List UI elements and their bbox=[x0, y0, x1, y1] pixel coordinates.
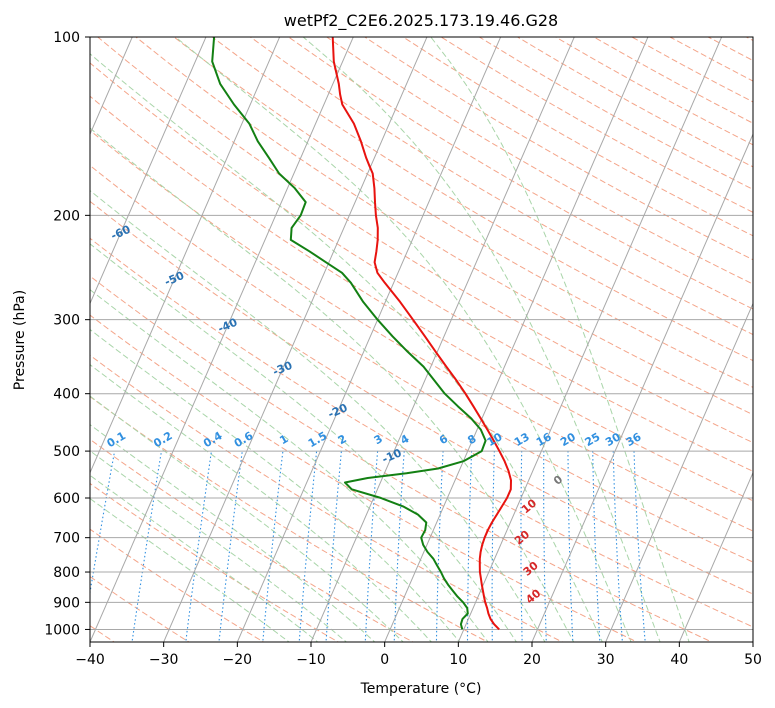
dry-adiabat-line bbox=[90, 95, 753, 502]
mixing-ratio-line bbox=[520, 451, 523, 642]
isotherm-line bbox=[310, 37, 575, 642]
y-tick-label: 700 bbox=[53, 531, 80, 547]
isotherm-line bbox=[678, 471, 753, 642]
x-axis-label: Temperature (°C) bbox=[360, 681, 482, 697]
moist-adiabat-line bbox=[90, 364, 433, 642]
mixing-ratio-lines bbox=[90, 451, 646, 642]
mixing-ratio-line bbox=[466, 451, 473, 642]
x-tick-label: 30 bbox=[597, 652, 615, 668]
x-tick-label: 20 bbox=[523, 652, 541, 668]
mixing-ratio-line bbox=[567, 451, 574, 642]
y-tick-label: 400 bbox=[53, 387, 80, 403]
pressure-gridlines bbox=[90, 37, 753, 630]
y-axis-label: Pressure (hPa) bbox=[12, 290, 28, 390]
dry-adiabat-line bbox=[325, 37, 753, 285]
y-axis-ticks: 100 200 300 400 500 600 700 800 900 1000 bbox=[44, 30, 90, 638]
dry-adiabat-line bbox=[90, 129, 753, 532]
x-tick-label: 10 bbox=[449, 652, 467, 668]
x-tick-label: 50 bbox=[744, 652, 762, 668]
temperature-profile-line bbox=[331, 37, 512, 631]
x-tick-label: 40 bbox=[670, 652, 688, 668]
y-tick-label: 1000 bbox=[44, 622, 80, 638]
mixing-ratio-line bbox=[592, 451, 601, 642]
y-tick-label: 100 bbox=[53, 30, 80, 46]
moist-adiabat-line bbox=[90, 395, 404, 642]
dry-adiabat-line bbox=[90, 62, 753, 472]
isotherm-line bbox=[605, 302, 753, 642]
dry-adiabat-line bbox=[90, 396, 489, 642]
y-tick-label: 800 bbox=[53, 565, 80, 581]
chart-title: wetPf2_C2E6.2025.173.19.46.G28 bbox=[284, 11, 558, 31]
isotherm-line bbox=[531, 132, 753, 642]
dry-adiabat-line bbox=[90, 314, 639, 642]
mixing-ratio-line bbox=[612, 451, 623, 642]
moist-adiabat-line bbox=[90, 328, 461, 642]
dry-adiabat-line bbox=[211, 37, 753, 362]
isotherm-line bbox=[163, 37, 428, 642]
isotherm-line bbox=[90, 37, 207, 305]
dry-adiabat-line bbox=[90, 164, 753, 563]
dry-adiabat-line bbox=[135, 37, 753, 416]
x-axis-ticks: −40 −30 −20 −10 0 10 20 30 40 50 bbox=[75, 642, 762, 668]
dry-adiabat-line bbox=[90, 275, 713, 642]
isotherm-line bbox=[90, 37, 133, 136]
moist-adiabat-line bbox=[90, 243, 518, 642]
isotherm-line bbox=[236, 37, 502, 642]
moist-adiabat-line bbox=[90, 474, 319, 642]
moist-adiabat-line bbox=[90, 424, 376, 642]
plot-frame bbox=[89, 36, 754, 643]
x-tick-label: −30 bbox=[149, 652, 179, 668]
y-tick-label: 900 bbox=[53, 595, 80, 611]
x-tick-label: −40 bbox=[75, 652, 105, 668]
moist-adiabat-line bbox=[90, 450, 348, 642]
dry-adiabats bbox=[90, 37, 753, 642]
moist-adiabat-line bbox=[90, 497, 290, 642]
dry-adiabat-line bbox=[90, 528, 265, 642]
mixing-ratio-line bbox=[491, 451, 495, 642]
y-tick-label: 300 bbox=[53, 313, 80, 329]
plot-area: -100-90-80-70-60-50-40-30-20-100.10.20.4… bbox=[90, 37, 753, 642]
mixing-ratio-line bbox=[393, 451, 405, 642]
isotherm-line bbox=[90, 37, 354, 642]
sounding-profiles bbox=[211, 37, 512, 631]
moist-adiabat-line bbox=[90, 289, 489, 642]
y-tick-label: 200 bbox=[53, 208, 80, 224]
x-tick-label: 0 bbox=[380, 652, 389, 668]
y-tick-label: 600 bbox=[53, 491, 80, 507]
x-tick-label: −10 bbox=[296, 652, 326, 668]
dry-adiabat-line bbox=[90, 482, 340, 642]
x-tick-label: −20 bbox=[223, 652, 253, 668]
dry-adiabat-line bbox=[90, 237, 753, 628]
dry-adiabat-line bbox=[287, 37, 753, 310]
dry-adiabat-line bbox=[90, 200, 753, 595]
isotherm-line bbox=[384, 37, 649, 642]
moist-adiabat-line bbox=[430, 37, 690, 642]
y-tick-label: 500 bbox=[53, 444, 80, 460]
dewpoint-profile-line bbox=[211, 37, 487, 630]
mixing-ratio-line bbox=[543, 451, 547, 642]
mixing-ratio-line bbox=[435, 451, 444, 642]
isotherm-line bbox=[457, 37, 723, 642]
